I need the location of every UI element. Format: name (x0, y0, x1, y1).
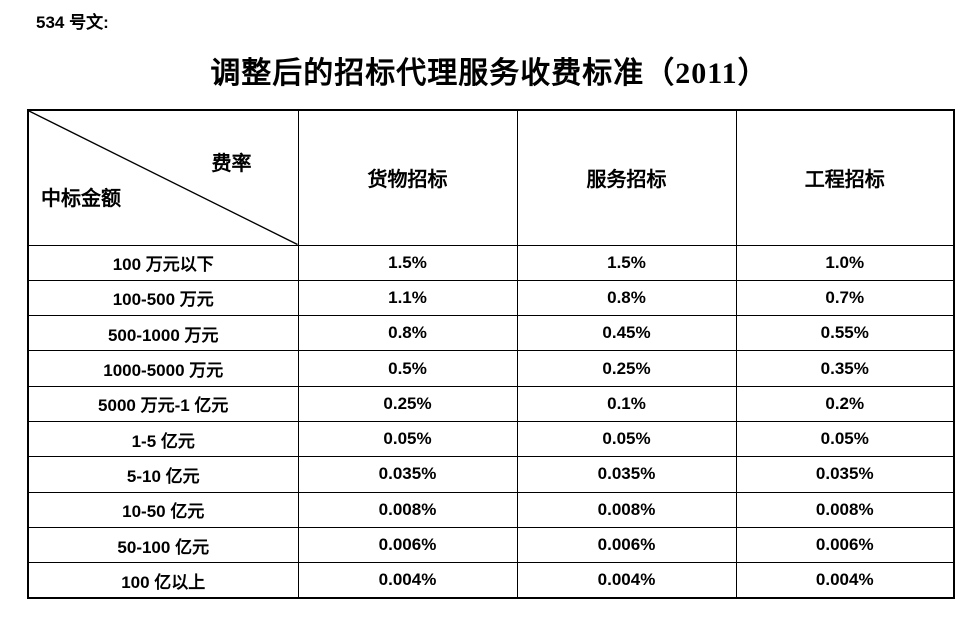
rate-value-cell: 0.55% (735, 315, 955, 352)
rate-value-cell: 0.25% (516, 350, 737, 387)
table-body: 100 万元以下 1.5% 1.5% 1.0% 100-500 万元 1.1% 0.8% 0.… (27, 244, 955, 599)
corner-label-amount: 中标金额 (41, 187, 121, 210)
row-amount-label: 5-10 亿元 (27, 456, 299, 493)
table-row: 100 万元以下 1.5% 1.5% 1.0% (27, 244, 955, 281)
rate-value-cell: 0.035% (297, 456, 518, 493)
rate-value-cell: 0.004% (516, 562, 737, 599)
table-row: 500-1000 万元 0.8% 0.45% 0.55% (27, 315, 955, 352)
row-amount-label: 1000-5000 万元 (27, 350, 299, 387)
rate-value-cell: 0.45% (516, 315, 737, 352)
row-amount-label: 100 亿以上 (27, 562, 299, 599)
rate-value-cell: 0.008% (735, 491, 955, 528)
rate-value-cell: 1.0% (735, 244, 955, 281)
corner-cell: 费率 中标金额 (27, 109, 299, 246)
page-title: 调整后的招标代理服务收费标准（2011） (210, 57, 769, 90)
column-header-engineering-bidding: 工程招标 (735, 109, 955, 246)
rate-value-cell: 0.004% (735, 562, 955, 599)
rate-value-cell: 0.004% (297, 562, 518, 599)
table-row: 10-50 亿元 0.008% 0.008% 0.008% (27, 491, 955, 528)
row-amount-label: 500-1000 万元 (27, 315, 299, 352)
rate-value-cell: 0.05% (516, 420, 737, 458)
row-amount-label: 1-5 亿元 (27, 420, 299, 458)
table-row: 5000 万元-1 亿元 0.25% 0.1% 0.2% (27, 385, 955, 422)
rate-value-cell: 0.008% (516, 491, 737, 528)
rate-value-cell: 0.05% (297, 420, 518, 458)
rate-value-cell: 0.008% (297, 491, 518, 528)
rate-value-cell: 0.035% (516, 456, 737, 493)
row-amount-label: 100-500 万元 (27, 279, 299, 317)
header-row: 费率 中标金额 货物招标 服务招标 工程招标 (27, 109, 955, 246)
rate-value-cell: 1.1% (297, 279, 518, 317)
rate-value-cell: 0.035% (735, 456, 955, 493)
table-row: 1000-5000 万元 0.5% 0.25% 0.35% (27, 350, 955, 387)
row-amount-label: 50-100 亿元 (27, 526, 299, 564)
row-amount-label: 10-50 亿元 (27, 491, 299, 528)
table-row: 1-5 亿元 0.05% 0.05% 0.05% (27, 420, 955, 458)
rate-value-cell: 0.05% (735, 420, 955, 458)
rate-value-cell: 1.5% (516, 244, 737, 281)
rate-value-cell: 0.5% (297, 350, 518, 387)
rate-value-cell: 0.8% (516, 279, 737, 317)
table-row: 100 亿以上 0.004% 0.004% 0.004% (27, 562, 955, 599)
fee-rate-table: 费率 中标金额 货物招标 服务招标 工程招标 100 万元以下 1.5% 1.5% 1… (27, 109, 955, 599)
rate-value-cell: 0.006% (297, 526, 518, 564)
rate-value-cell: 0.006% (735, 526, 955, 564)
corner-label-rate: 费率 (211, 153, 252, 175)
table-row: 50-100 亿元 0.006% 0.006% 0.006% (27, 526, 955, 564)
row-amount-label: 5000 万元-1 亿元 (27, 385, 299, 422)
rate-value-cell: 0.2% (735, 385, 955, 422)
column-header-goods-bidding: 货物招标 (297, 109, 518, 246)
rate-value-cell: 0.25% (297, 385, 518, 422)
diagonal-divider (29, 111, 298, 245)
rate-value-cell: 0.35% (735, 350, 955, 387)
column-header-service-bidding: 服务招标 (516, 109, 737, 246)
doc-number-label: 534 号文: (36, 13, 109, 32)
table-row: 5-10 亿元 0.035% 0.035% 0.035% (27, 456, 955, 493)
table-row: 100-500 万元 1.1% 0.8% 0.7% (27, 279, 955, 317)
rate-value-cell: 0.8% (297, 315, 518, 352)
rate-value-cell: 0.1% (516, 385, 737, 422)
rate-value-cell: 0.006% (516, 526, 737, 564)
rate-value-cell: 1.5% (297, 244, 518, 281)
rate-value-cell: 0.7% (735, 279, 955, 317)
row-amount-label: 100 万元以下 (27, 244, 299, 281)
